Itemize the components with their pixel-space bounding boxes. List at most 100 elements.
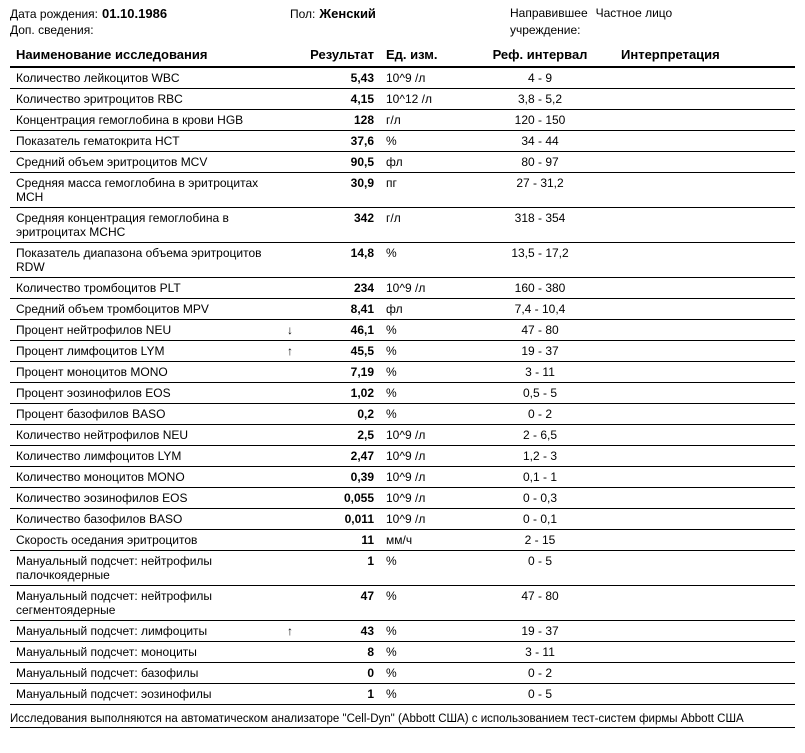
referrer-label: Направившее xyxy=(510,6,588,20)
arrow-icon xyxy=(280,299,300,320)
dob-label: Дата рождения: xyxy=(10,7,98,21)
col-unit: Ед. изм. xyxy=(380,43,465,67)
table-row: Количество моноцитов MONO0,3910^9 /л0,1 … xyxy=(10,467,795,488)
table-row: Мануальный подсчет: эозинофилы1%0 - 5 xyxy=(10,684,795,705)
cell-ref: 318 - 354 xyxy=(465,208,615,243)
cell-interp xyxy=(615,488,795,509)
cell-result: 342 xyxy=(300,208,380,243)
cell-unit: % xyxy=(380,131,465,152)
cell-name: Показатель диапазона объема эритроцитов … xyxy=(10,243,280,278)
arrow-icon xyxy=(280,67,300,89)
cell-ref: 0,5 - 5 xyxy=(465,383,615,404)
cell-result: 45,5 xyxy=(300,341,380,362)
arrow-icon xyxy=(280,404,300,425)
cell-result: 30,9 xyxy=(300,173,380,208)
cell-name: Процент нейтрофилов NEU xyxy=(10,320,280,341)
cell-result: 1,02 xyxy=(300,383,380,404)
cell-interp xyxy=(615,320,795,341)
cell-ref: 0 - 0,3 xyxy=(465,488,615,509)
cell-name: Количество моноцитов MONO xyxy=(10,467,280,488)
cell-ref: 3,8 - 5,2 xyxy=(465,89,615,110)
cell-result: 7,19 xyxy=(300,362,380,383)
cell-result: 5,43 xyxy=(300,67,380,89)
cell-unit: г/л xyxy=(380,110,465,131)
arrow-icon xyxy=(280,110,300,131)
table-row: Количество лимфоцитов LYM2,4710^9 /л1,2 … xyxy=(10,446,795,467)
table-row: Средний объем эритроцитов MCV90,5фл80 - … xyxy=(10,152,795,173)
arrow-icon xyxy=(280,173,300,208)
table-row: Количество эритроцитов RBC4,1510^12 /л3,… xyxy=(10,89,795,110)
cell-unit: % xyxy=(380,663,465,684)
arrow-icon xyxy=(280,663,300,684)
cell-ref: 0 - 2 xyxy=(465,663,615,684)
arrow-icon: ↓ xyxy=(280,320,300,341)
cell-result: 11 xyxy=(300,530,380,551)
cell-ref: 19 - 37 xyxy=(465,621,615,642)
cell-ref: 34 - 44 xyxy=(465,131,615,152)
cell-ref: 0 - 2 xyxy=(465,404,615,425)
arrow-icon: ↑ xyxy=(280,341,300,362)
arrow-icon xyxy=(280,383,300,404)
arrow-icon xyxy=(280,509,300,530)
table-header-row: Наименование исследования Результат Ед. … xyxy=(10,43,795,67)
table-row: Мануальный подсчет: моноциты8%3 - 11 xyxy=(10,642,795,663)
cell-interp xyxy=(615,425,795,446)
table-row: Средняя масса гемоглобина в эритроцитах … xyxy=(10,173,795,208)
arrow-icon xyxy=(280,642,300,663)
cell-unit: г/л xyxy=(380,208,465,243)
arrow-icon xyxy=(280,208,300,243)
cell-unit: % xyxy=(380,362,465,383)
cell-unit: % xyxy=(380,404,465,425)
table-row: Количество нейтрофилов NEU2,510^9 /л2 - … xyxy=(10,425,795,446)
cell-interp xyxy=(615,621,795,642)
table-row: Процент базофилов BASO 0,2%0 - 2 xyxy=(10,404,795,425)
cell-unit: 10^9 /л xyxy=(380,278,465,299)
cell-interp xyxy=(615,530,795,551)
arrow-icon xyxy=(280,362,300,383)
cell-result: 0 xyxy=(300,663,380,684)
col-result: Результат xyxy=(300,43,380,67)
cell-ref: 47 - 80 xyxy=(465,320,615,341)
cell-ref: 120 - 150 xyxy=(465,110,615,131)
cell-unit: мм/ч xyxy=(380,530,465,551)
cell-name: Количество базофилов BASO xyxy=(10,509,280,530)
cell-unit: % xyxy=(380,551,465,586)
cell-interp xyxy=(615,663,795,684)
table-row: Процент эозинофилов EOS1,02%0,5 - 5 xyxy=(10,383,795,404)
cell-name: Средний объем тромбоцитов MPV xyxy=(10,299,280,320)
cell-ref: 80 - 97 xyxy=(465,152,615,173)
cell-unit: % xyxy=(380,621,465,642)
cell-interp xyxy=(615,341,795,362)
cell-interp xyxy=(615,642,795,663)
cell-name: Процент базофилов BASO xyxy=(10,404,280,425)
cell-result: 47 xyxy=(300,586,380,621)
cell-unit: % xyxy=(380,341,465,362)
table-row: Скорость оседания эритроцитов11мм/ч2 - 1… xyxy=(10,530,795,551)
cell-unit: 10^9 /л xyxy=(380,67,465,89)
cell-unit: % xyxy=(380,684,465,705)
cell-ref: 19 - 37 xyxy=(465,341,615,362)
cell-ref: 13,5 - 17,2 xyxy=(465,243,615,278)
cell-ref: 7,4 - 10,4 xyxy=(465,299,615,320)
cell-unit: 10^9 /л xyxy=(380,509,465,530)
arrow-icon xyxy=(280,243,300,278)
cell-interp xyxy=(615,89,795,110)
arrow-icon xyxy=(280,89,300,110)
cell-interp xyxy=(615,446,795,467)
table-row: Процент лимфоцитов LYM↑45,5%19 - 37 xyxy=(10,341,795,362)
table-row: Показатель гематокрита HCT37,6%34 - 44 xyxy=(10,131,795,152)
cell-ref: 2 - 15 xyxy=(465,530,615,551)
cell-interp xyxy=(615,299,795,320)
cell-unit: % xyxy=(380,586,465,621)
cell-ref: 0 - 5 xyxy=(465,551,615,586)
cell-result: 1 xyxy=(300,684,380,705)
cell-unit: пг xyxy=(380,173,465,208)
cell-name: Мануальный подсчет: лимфоциты xyxy=(10,621,280,642)
cell-result: 0,2 xyxy=(300,404,380,425)
additional-label: Доп. сведения: xyxy=(10,23,94,37)
arrow-icon xyxy=(280,278,300,299)
dob-value: 01.10.1986 xyxy=(102,6,167,21)
table-row: Показатель диапазона объема эритроцитов … xyxy=(10,243,795,278)
cell-ref: 160 - 380 xyxy=(465,278,615,299)
cell-result: 2,5 xyxy=(300,425,380,446)
